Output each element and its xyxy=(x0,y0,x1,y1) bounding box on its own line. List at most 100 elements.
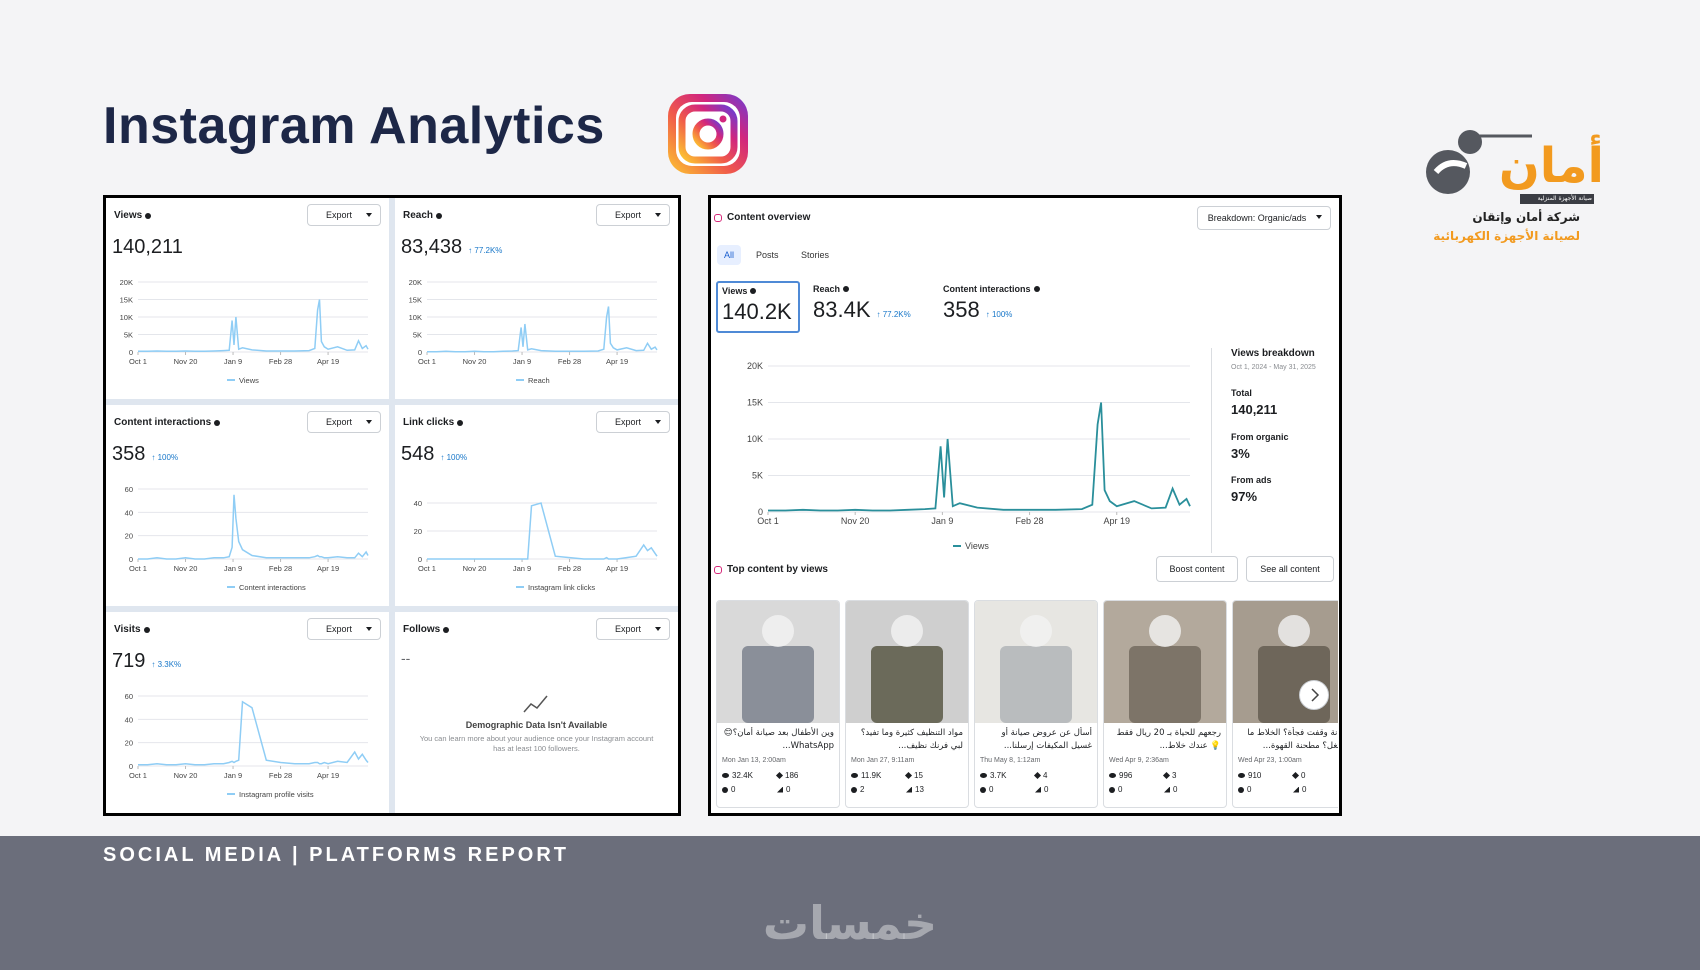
stat-value: 13 xyxy=(915,785,924,794)
x-tick-label: Jan 9 xyxy=(224,357,242,366)
line xyxy=(427,306,658,353)
card-header: Reach xyxy=(403,210,443,221)
y-tick-label: 10K xyxy=(409,313,422,322)
stat-icon xyxy=(1164,786,1170,793)
mini-chart: 0 5K 10K 15K 20K Oct 1 Nov 20 Jan 9 Feb 28 Apr 19… xyxy=(120,278,369,385)
metric-tile[interactable]: Views 140.2K xyxy=(716,281,800,333)
logo-tagline: لصيانة الأجهزة الكهربائية xyxy=(1433,229,1580,243)
info-icon xyxy=(443,626,450,633)
legend-label: Views xyxy=(965,541,989,551)
metric-value: 358 xyxy=(943,297,980,322)
stat-icon xyxy=(980,773,987,778)
mini-chart: 0 20 40 60 Oct 1 Nov 20 Jan 9 Feb 28 Apr 19 Conte… xyxy=(125,485,369,592)
tab[interactable]: All xyxy=(717,245,742,265)
stat-icon xyxy=(1291,771,1300,780)
stat-icon xyxy=(1238,786,1244,793)
thumb-shape xyxy=(1020,615,1052,647)
card-title: Follows xyxy=(403,624,441,635)
post-caption: رجعهم للحياة بـ 20 ريال فقط 💡 عندك خلاط.… xyxy=(1116,728,1221,751)
post-card[interactable]: مجانة وقفت فجأة؟ الخلاط ما يشتغل؟ مطحنة … xyxy=(1232,600,1338,808)
export-button[interactable]: Export xyxy=(307,411,381,433)
stat-value: 11.9K xyxy=(861,771,882,780)
stat-icon xyxy=(722,773,729,778)
y-tick-label: 10K xyxy=(120,313,133,322)
post-date: Mon Jan 13, 2:00am xyxy=(722,757,786,764)
x-tick-label: Oct 1 xyxy=(757,516,779,526)
stat-value: 0 xyxy=(731,785,736,794)
post-card[interactable]: رجعهم للحياة بـ 20 ريال فقط 💡 عندك خلاط.… xyxy=(1103,600,1227,808)
x-tick-label: Nov 20 xyxy=(174,564,198,573)
breakdown-value: 97% xyxy=(1231,489,1258,504)
legend-label: Instagram profile visits xyxy=(239,790,314,799)
stat-value: 0 xyxy=(1302,785,1307,794)
see-all-button[interactable]: See all content xyxy=(1246,556,1334,582)
x-tick-label: Oct 1 xyxy=(418,564,436,573)
stat-icon xyxy=(904,771,913,780)
export-button[interactable]: Export xyxy=(596,204,670,226)
post-date: Wed Apr 23, 1:00am xyxy=(1238,757,1302,764)
x-tick-label: Jan 9 xyxy=(513,357,531,366)
post-stat: 15 xyxy=(904,771,923,780)
stat-value: 32.4K xyxy=(732,771,753,780)
stat-value: 0 xyxy=(1301,771,1306,780)
tab[interactable]: Stories xyxy=(801,250,830,260)
card-header: Link clicks xyxy=(403,417,464,428)
card-header: Content interactions xyxy=(114,417,221,428)
stat-icon xyxy=(1033,771,1042,780)
mini-chart: 0 20 40 Oct 1 Nov 20 Jan 9 Feb 28 Apr 19 Instagr… xyxy=(414,499,658,592)
x-tick-label: Feb 28 xyxy=(558,357,581,366)
post-stat: 0 xyxy=(1291,771,1306,780)
export-button[interactable]: Export xyxy=(596,411,670,433)
boost-button[interactable]: Boost content xyxy=(1156,556,1238,582)
stat-value: 0 xyxy=(1118,785,1123,794)
info-icon xyxy=(436,212,443,219)
logo-strip: صيانة الأجهزة المنزلية xyxy=(1537,195,1592,202)
total-value: 140,211 xyxy=(112,236,183,258)
card-total: 719 ↑ 3.3K% xyxy=(112,650,181,673)
line xyxy=(138,700,369,766)
card-title: Link clicks xyxy=(403,417,455,428)
breakdown-dropdown[interactable]: Breakdown: Organic/ads xyxy=(1197,206,1331,230)
stat-icon xyxy=(980,786,986,793)
post-stat: 0 xyxy=(722,785,735,794)
instagram-icon xyxy=(668,94,748,174)
metric-tile[interactable]: Content interactions 358 ↑ 100% xyxy=(939,281,1069,333)
x-tick-label: Apr 19 xyxy=(606,564,628,573)
breakdown-value: 140,211 xyxy=(1231,402,1278,417)
card-total: -- xyxy=(401,650,411,666)
y-tick-label: 0 xyxy=(418,555,422,564)
info-icon xyxy=(457,419,464,426)
top-content-header: Top content by views xyxy=(714,564,828,575)
card-title: Views xyxy=(114,210,143,221)
watermark: خمسات xyxy=(762,896,938,950)
metric-value: 140.2K xyxy=(722,299,792,324)
line xyxy=(768,402,1191,512)
post-stat: 4 xyxy=(1033,771,1048,780)
y-tick-label: 5K xyxy=(124,331,133,340)
y-tick-label: 40 xyxy=(414,499,422,508)
stat-value: 4 xyxy=(1043,771,1048,780)
x-tick-label: Apr 19 xyxy=(606,357,628,366)
mini-chart: 0 20 40 60 Oct 1 Nov 20 Jan 9 Feb 28 Apr 19 Insta… xyxy=(125,692,369,799)
post-card[interactable]: وين الأطفال بعد صيانة أمان؟😊 WhatsApp...… xyxy=(716,600,840,808)
export-button[interactable]: Export xyxy=(307,618,381,640)
export-button[interactable]: Export xyxy=(596,618,670,640)
export-button[interactable]: Export xyxy=(307,204,381,226)
y-tick-label: 5K xyxy=(752,471,763,481)
content-overview-panel: Content overview Breakdown: Organic/ads … xyxy=(708,195,1342,816)
post-card[interactable]: مواد التنظيف كثيرة وما تفيد؟ لبي فرنك نظ… xyxy=(845,600,969,808)
post-caption: أسأل عن عروض صيانة أو غسيل المكيفات إرسل… xyxy=(1001,728,1092,751)
divider xyxy=(1211,348,1212,553)
y-tick-label: 0 xyxy=(758,507,763,517)
breakdown-range: Oct 1, 2024 - May 31, 2025 xyxy=(1231,364,1316,371)
y-tick-label: 20 xyxy=(414,527,422,536)
tab[interactable]: Posts xyxy=(756,250,779,260)
info-icon xyxy=(143,626,150,633)
post-card[interactable]: أسأل عن عروض صيانة أو غسيل المكيفات إرسل… xyxy=(974,600,1098,808)
post-date: Thu May 8, 1:12am xyxy=(980,757,1041,764)
logo-brand: أمان xyxy=(1498,138,1604,194)
footer-label: SOCIAL MEDIA | PLATFORMS REPORT xyxy=(103,844,570,866)
metric-tile[interactable]: Reach 83.4K ↑ 77.2K% xyxy=(809,281,929,333)
next-button[interactable] xyxy=(1299,680,1329,710)
